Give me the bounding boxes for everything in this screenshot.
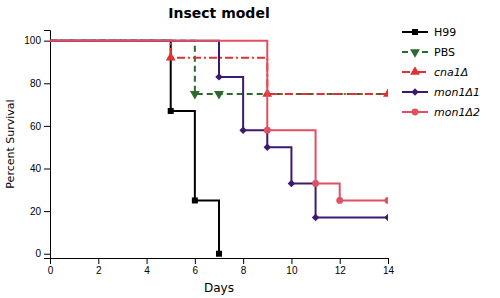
y-tick-label: 60 bbox=[30, 121, 42, 132]
x-axis-line bbox=[51, 259, 389, 265]
x-tick-mark bbox=[291, 258, 292, 264]
series-line bbox=[50, 41, 388, 218]
x-axis: 0 2 4 6 8 10 12 14 bbox=[48, 258, 395, 276]
legend-marker bbox=[411, 88, 418, 95]
legend-label: cna1Δ bbox=[434, 66, 468, 79]
x-tick: 12 bbox=[335, 258, 347, 276]
y-tick: 60 bbox=[30, 121, 50, 132]
y-tick: 20 bbox=[30, 206, 50, 217]
x-tick-label: 8 bbox=[241, 265, 247, 276]
x-tick-label: 4 bbox=[144, 265, 150, 276]
y-tick-mark bbox=[44, 169, 50, 170]
series-marker bbox=[190, 91, 200, 100]
legend-item: H99 bbox=[402, 26, 456, 39]
x-tick: 4 bbox=[144, 258, 150, 276]
x-tick: 6 bbox=[193, 258, 199, 276]
plot-root: 0 2 4 6 8 10 12 14 0 20 40 60 80 100 bbox=[24, 31, 394, 277]
legend-marker bbox=[412, 29, 418, 35]
y-tick: 100 bbox=[24, 35, 50, 46]
y-tick: 0 bbox=[35, 248, 50, 259]
legend-marker bbox=[412, 109, 419, 116]
x-tick: 14 bbox=[383, 258, 395, 276]
series-marker bbox=[312, 214, 319, 221]
y-tick-label: 100 bbox=[24, 35, 41, 46]
series-marker bbox=[214, 91, 224, 100]
x-tick-label: 0 bbox=[48, 265, 54, 276]
x-tick: 10 bbox=[286, 258, 298, 276]
y-tick-label: 20 bbox=[30, 206, 42, 217]
y-axis-title: Percent Survival bbox=[4, 99, 17, 188]
series-marker bbox=[192, 197, 198, 203]
series-marker bbox=[168, 108, 174, 114]
title: Insect model bbox=[168, 5, 269, 21]
legend-label: PBS bbox=[434, 46, 455, 59]
legend-label: H99 bbox=[434, 26, 456, 39]
legend-label: mon1Δ1 bbox=[434, 86, 480, 99]
legend-item: mon1Δ2 bbox=[402, 106, 480, 119]
y-tick-label: 0 bbox=[35, 248, 41, 259]
x-axis-title: Days bbox=[204, 281, 234, 295]
y-tick: 80 bbox=[30, 78, 50, 89]
series-line bbox=[50, 41, 219, 254]
series-marker bbox=[216, 251, 222, 257]
x-tick-label: 14 bbox=[383, 265, 395, 276]
y-tick-mark bbox=[44, 41, 50, 42]
chart: 0 2 4 6 8 10 12 14 0 20 40 60 80 100 Insect model Days P… bbox=[0, 0, 500, 298]
x-tick-label: 12 bbox=[335, 265, 347, 276]
x-tick-mark bbox=[195, 258, 196, 264]
legend: H99 PBS cna1Δ mon1Δ1 mon1Δ2 bbox=[402, 26, 480, 119]
x-tick-mark bbox=[98, 258, 99, 264]
x-tick-mark bbox=[388, 258, 389, 264]
x-tick: 8 bbox=[241, 258, 247, 276]
y-tick: 40 bbox=[30, 163, 50, 174]
x-tick-mark bbox=[147, 258, 148, 264]
x-tick-label: 10 bbox=[286, 265, 298, 276]
legend-item: mon1Δ1 bbox=[402, 86, 480, 99]
y-axis: 0 20 40 60 80 100 bbox=[24, 31, 50, 260]
series-marker bbox=[215, 73, 222, 80]
legend-item: PBS bbox=[402, 46, 455, 59]
legend-marker bbox=[410, 66, 420, 75]
x-tick-label: 2 bbox=[96, 265, 102, 276]
x-tick-mark bbox=[340, 258, 341, 264]
series-marker bbox=[166, 52, 176, 61]
x-tick: 2 bbox=[96, 258, 102, 276]
series-marker bbox=[384, 214, 388, 221]
x-tick-mark bbox=[243, 258, 244, 264]
y-tick-mark bbox=[44, 126, 50, 127]
series-marker bbox=[385, 197, 388, 204]
x-tick-label: 6 bbox=[193, 265, 199, 276]
y-tick-mark bbox=[44, 83, 50, 84]
series-marker bbox=[264, 143, 271, 150]
series-marker bbox=[264, 127, 271, 134]
series-marker bbox=[383, 88, 388, 97]
y-tick-label: 40 bbox=[30, 163, 42, 174]
y-axis-line bbox=[44, 31, 51, 259]
y-tick-mark bbox=[44, 254, 50, 255]
series-line bbox=[50, 41, 388, 201]
series-marker bbox=[336, 197, 343, 204]
series-marker bbox=[312, 180, 319, 187]
x-tick: 0 bbox=[48, 258, 54, 276]
y-tick-mark bbox=[44, 211, 50, 212]
y-tick-label: 80 bbox=[30, 78, 42, 89]
legend-marker bbox=[410, 49, 420, 58]
legend-item: cna1Δ bbox=[402, 66, 468, 79]
series-marker bbox=[288, 180, 295, 187]
series-marker bbox=[239, 126, 246, 133]
legend-label: mon1Δ2 bbox=[434, 106, 480, 119]
plot-area bbox=[50, 41, 388, 257]
